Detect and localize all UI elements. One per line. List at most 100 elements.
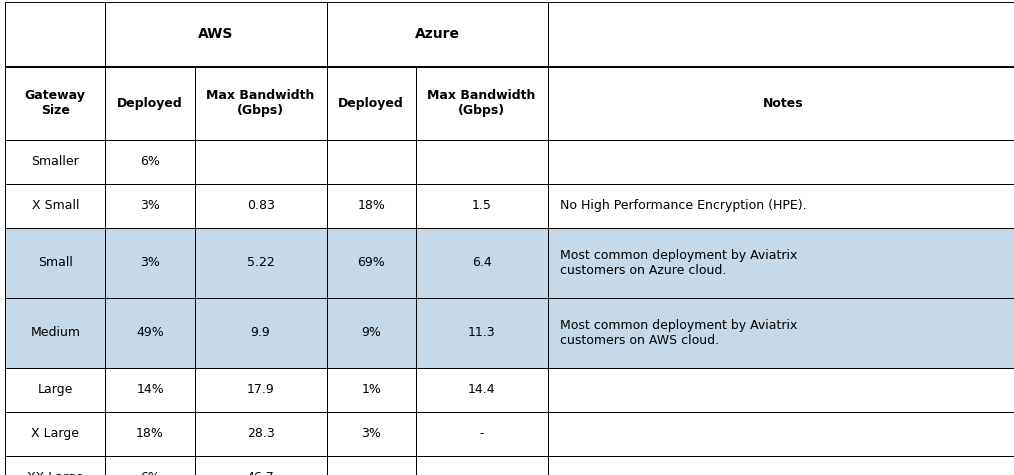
Text: 46.7: 46.7 (246, 471, 275, 475)
Bar (416, 140, 548, 184)
Bar (416, 184, 548, 228)
Text: 28.3: 28.3 (246, 427, 275, 440)
Bar (416, 228, 548, 298)
Bar (195, 184, 327, 228)
Bar (416, 456, 548, 475)
Text: 14%: 14% (136, 383, 164, 397)
Bar (548, 66, 1014, 140)
Bar (327, 298, 416, 368)
Bar (195, 368, 327, 412)
Bar (195, 140, 327, 184)
Bar (327, 456, 416, 475)
Bar (105, 140, 195, 184)
Bar (105, 228, 195, 298)
Text: 1.5: 1.5 (472, 199, 492, 212)
Bar (327, 140, 416, 184)
Bar (105, 184, 195, 228)
Text: 3%: 3% (140, 256, 160, 269)
Bar (416, 368, 548, 412)
Text: Azure: Azure (415, 28, 459, 41)
Bar (195, 298, 327, 368)
Text: 14.4: 14.4 (467, 383, 496, 397)
Bar (105, 412, 195, 456)
Bar (327, 140, 416, 184)
Bar (105, 2, 327, 66)
Bar (327, 368, 416, 412)
Text: 18%: 18% (357, 199, 385, 212)
Bar (5, 2, 105, 66)
Bar (327, 368, 416, 412)
Text: X Small: X Small (31, 199, 79, 212)
Bar (195, 140, 327, 184)
Bar (548, 184, 1014, 228)
Bar (5, 456, 105, 475)
Bar (416, 298, 548, 368)
Bar (5, 368, 105, 412)
Text: 69%: 69% (357, 256, 385, 269)
Bar (548, 140, 1014, 184)
Bar (105, 368, 195, 412)
Bar (195, 66, 327, 140)
Bar (548, 412, 1014, 456)
Bar (5, 140, 105, 184)
Bar (105, 456, 195, 475)
Bar (195, 412, 327, 456)
Bar (548, 228, 1014, 298)
Bar (548, 228, 1014, 298)
Bar (327, 412, 416, 456)
Bar (548, 456, 1014, 475)
Text: 11.3: 11.3 (467, 326, 496, 340)
Bar (5, 140, 105, 184)
Bar (327, 184, 416, 228)
Bar (105, 140, 195, 184)
Bar (327, 184, 416, 228)
Bar (195, 228, 327, 298)
Bar (548, 2, 1014, 66)
Bar (5, 66, 105, 140)
Bar (327, 228, 416, 298)
Bar (327, 298, 416, 368)
Bar (105, 298, 195, 368)
Text: X Large: X Large (31, 427, 79, 440)
Bar (105, 298, 195, 368)
Bar (195, 228, 327, 298)
Bar (416, 368, 548, 412)
Bar (5, 298, 105, 368)
Bar (195, 184, 327, 228)
Bar (5, 184, 105, 228)
Bar (327, 412, 416, 456)
Text: -: - (480, 427, 484, 440)
Bar (548, 184, 1014, 228)
Text: 49%: 49% (136, 326, 164, 340)
Bar (195, 456, 327, 475)
Text: Smaller: Smaller (31, 155, 79, 169)
Bar (5, 66, 105, 140)
Bar (195, 412, 327, 456)
Bar (105, 412, 195, 456)
Bar (548, 412, 1014, 456)
Bar (548, 140, 1014, 184)
Text: Most common deployment by Aviatrix
customers on Azure cloud.: Most common deployment by Aviatrix custo… (560, 249, 797, 276)
Bar (416, 66, 548, 140)
Text: Large: Large (38, 383, 73, 397)
Bar (5, 368, 105, 412)
Bar (195, 456, 327, 475)
Bar (5, 228, 105, 298)
Bar (327, 228, 416, 298)
Text: 5.22: 5.22 (246, 256, 275, 269)
Text: 1%: 1% (361, 383, 381, 397)
Bar (327, 66, 416, 140)
Text: 17.9: 17.9 (246, 383, 275, 397)
Bar (5, 2, 105, 66)
Bar (105, 368, 195, 412)
Bar (416, 184, 548, 228)
Bar (327, 66, 416, 140)
Bar (105, 228, 195, 298)
Text: AWS: AWS (199, 28, 233, 41)
Bar (5, 184, 105, 228)
Bar (416, 140, 548, 184)
Bar (5, 412, 105, 456)
Bar (416, 298, 548, 368)
Text: XX Large: XX Large (27, 471, 83, 475)
Bar (5, 228, 105, 298)
